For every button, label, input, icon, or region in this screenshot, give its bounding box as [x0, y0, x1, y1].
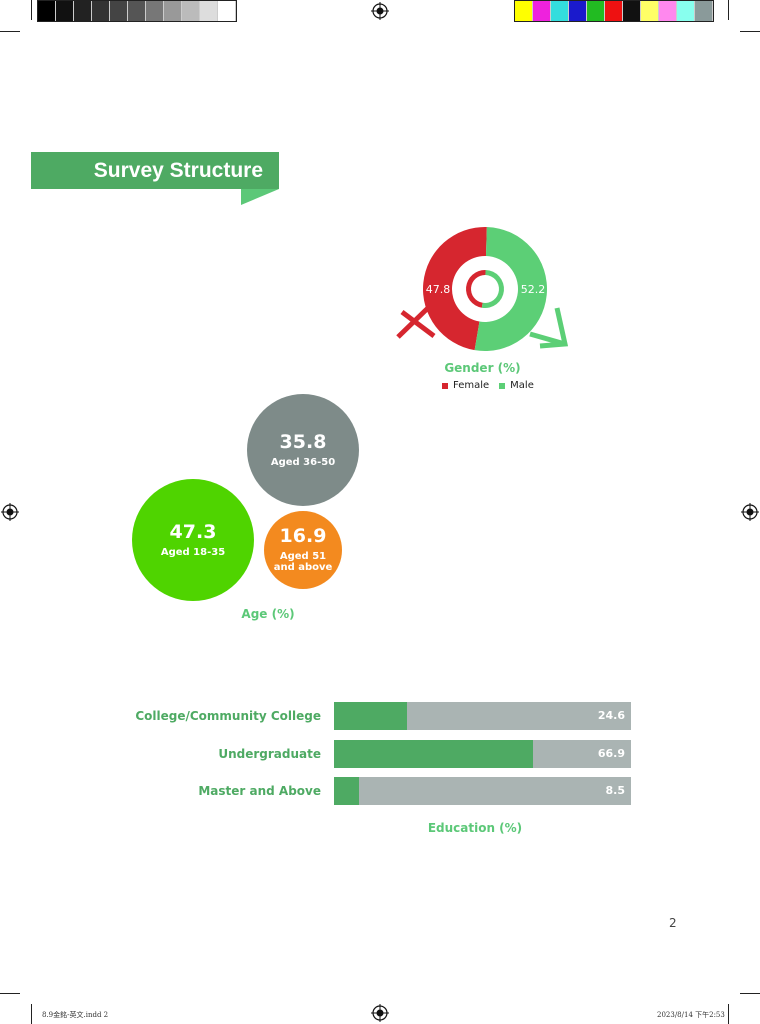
gender-male-value: 52.2 [521, 283, 546, 296]
education-chart-title: Education (%) [427, 821, 523, 835]
age-bubble-36-50: 35.8 Aged 36-50 [247, 394, 359, 506]
color-swatch [551, 1, 569, 21]
page-number: 2 [669, 916, 677, 930]
gray-color-bar [37, 0, 237, 22]
education-category-label: Undergraduate [218, 747, 321, 761]
registration-mark-left-icon [1, 503, 19, 521]
legend-swatch-male [499, 382, 506, 389]
education-row-undergraduate: Undergraduate 66.9 [0, 740, 760, 768]
gender-slice-male-inner-ring [481, 270, 505, 308]
gray-swatch [74, 1, 92, 21]
male-symbol-arrowhead-icon [539, 307, 569, 349]
color-swatch [569, 1, 587, 21]
education-bar-track: 24.6 [334, 702, 631, 730]
age-36-50-label: Aged 36-50 [270, 456, 336, 468]
education-bar [334, 777, 360, 805]
age-bubble-51-above: 16.9 Aged 51 and above [264, 511, 342, 589]
education-bar [334, 702, 408, 730]
gray-swatch [200, 1, 218, 21]
crop-mark-bottom-left-h [0, 993, 20, 994]
color-swatch [623, 1, 641, 21]
age-chart-title: Age (%) [241, 607, 295, 621]
education-category-label: Master and Above [198, 784, 321, 798]
banner-tail [241, 189, 279, 205]
registration-mark-bottom-icon [371, 1004, 389, 1022]
education-bar-track: 8.5 [334, 777, 631, 805]
color-swatch [677, 1, 695, 21]
education-bar-value: 8.5 [605, 784, 626, 797]
gray-swatch [92, 1, 110, 21]
process-color-bar [514, 0, 714, 22]
registration-mark-top-icon [371, 2, 389, 20]
gender-legend: Female Male [442, 380, 534, 391]
crop-mark-bottom-left-v [31, 1004, 32, 1024]
slug-timestamp: 2023/8/14 下午2:53 [657, 1011, 725, 1019]
age-bubble-18-35: 47.3 Aged 18-35 [132, 479, 254, 601]
gray-swatch [38, 1, 56, 21]
crop-mark-top-right-h [740, 31, 760, 32]
age-36-50-value: 35.8 [279, 430, 327, 453]
age-18-35-value: 47.3 [169, 520, 217, 543]
gender-slice-female-inner-ring [466, 270, 486, 308]
gray-swatch [56, 1, 74, 21]
crop-mark-top-left-v [31, 0, 32, 20]
gray-swatch [218, 1, 236, 21]
education-bar-value: 66.9 [597, 747, 625, 760]
female-symbol-cross-icon [396, 304, 432, 339]
education-category-label: College/Community College [135, 709, 321, 723]
gray-swatch [110, 1, 128, 21]
gender-slice-male [474, 227, 547, 351]
color-swatch [515, 1, 533, 21]
gray-swatch [128, 1, 146, 21]
color-swatch [659, 1, 677, 21]
gender-slice-female [422, 227, 487, 351]
education-row-master: Master and Above 8.5 [0, 777, 760, 805]
legend-label-female: Female [453, 380, 490, 391]
education-bar-value: 24.6 [597, 709, 625, 722]
gender-female-value: 47.8 [426, 283, 451, 296]
legend-label-male: Male [510, 380, 534, 391]
section-title: Survey Structure [31, 152, 279, 189]
slug-file-name: 8.9金銘-英文.indd 2 [42, 1011, 109, 1019]
color-swatch [641, 1, 659, 21]
education-bar [334, 740, 533, 768]
age-51-above-label: Aged 51 and above [273, 550, 333, 574]
age-51-above-value: 16.9 [279, 525, 327, 548]
female-symbol-cross-icon [400, 310, 436, 338]
color-swatch [533, 1, 551, 21]
crop-mark-top-right-v [728, 0, 729, 20]
gender-donut-chart: 47.8 52.2 [396, 227, 569, 351]
gender-chart-title: Gender (%) [444, 361, 521, 375]
color-swatch [587, 1, 605, 21]
gray-swatch [146, 1, 164, 21]
crop-mark-top-left-h [0, 31, 20, 32]
legend-item-male: Male [499, 380, 534, 391]
legend-swatch-female [442, 382, 448, 389]
education-row-college: College/Community College 24.6 [0, 702, 760, 730]
crop-mark-bottom-right-h [740, 993, 760, 994]
registration-mark-right-icon [741, 503, 759, 521]
education-bar-track: 66.9 [334, 740, 631, 768]
gray-swatch [164, 1, 182, 21]
age-18-35-label: Aged 18-35 [160, 546, 226, 558]
crop-mark-bottom-right-v [728, 1004, 729, 1024]
gray-swatch [182, 1, 200, 21]
color-swatch [695, 1, 713, 21]
color-swatch [605, 1, 623, 21]
legend-item-female: Female [442, 380, 489, 391]
